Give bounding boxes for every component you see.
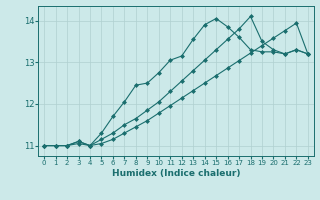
X-axis label: Humidex (Indice chaleur): Humidex (Indice chaleur) bbox=[112, 169, 240, 178]
